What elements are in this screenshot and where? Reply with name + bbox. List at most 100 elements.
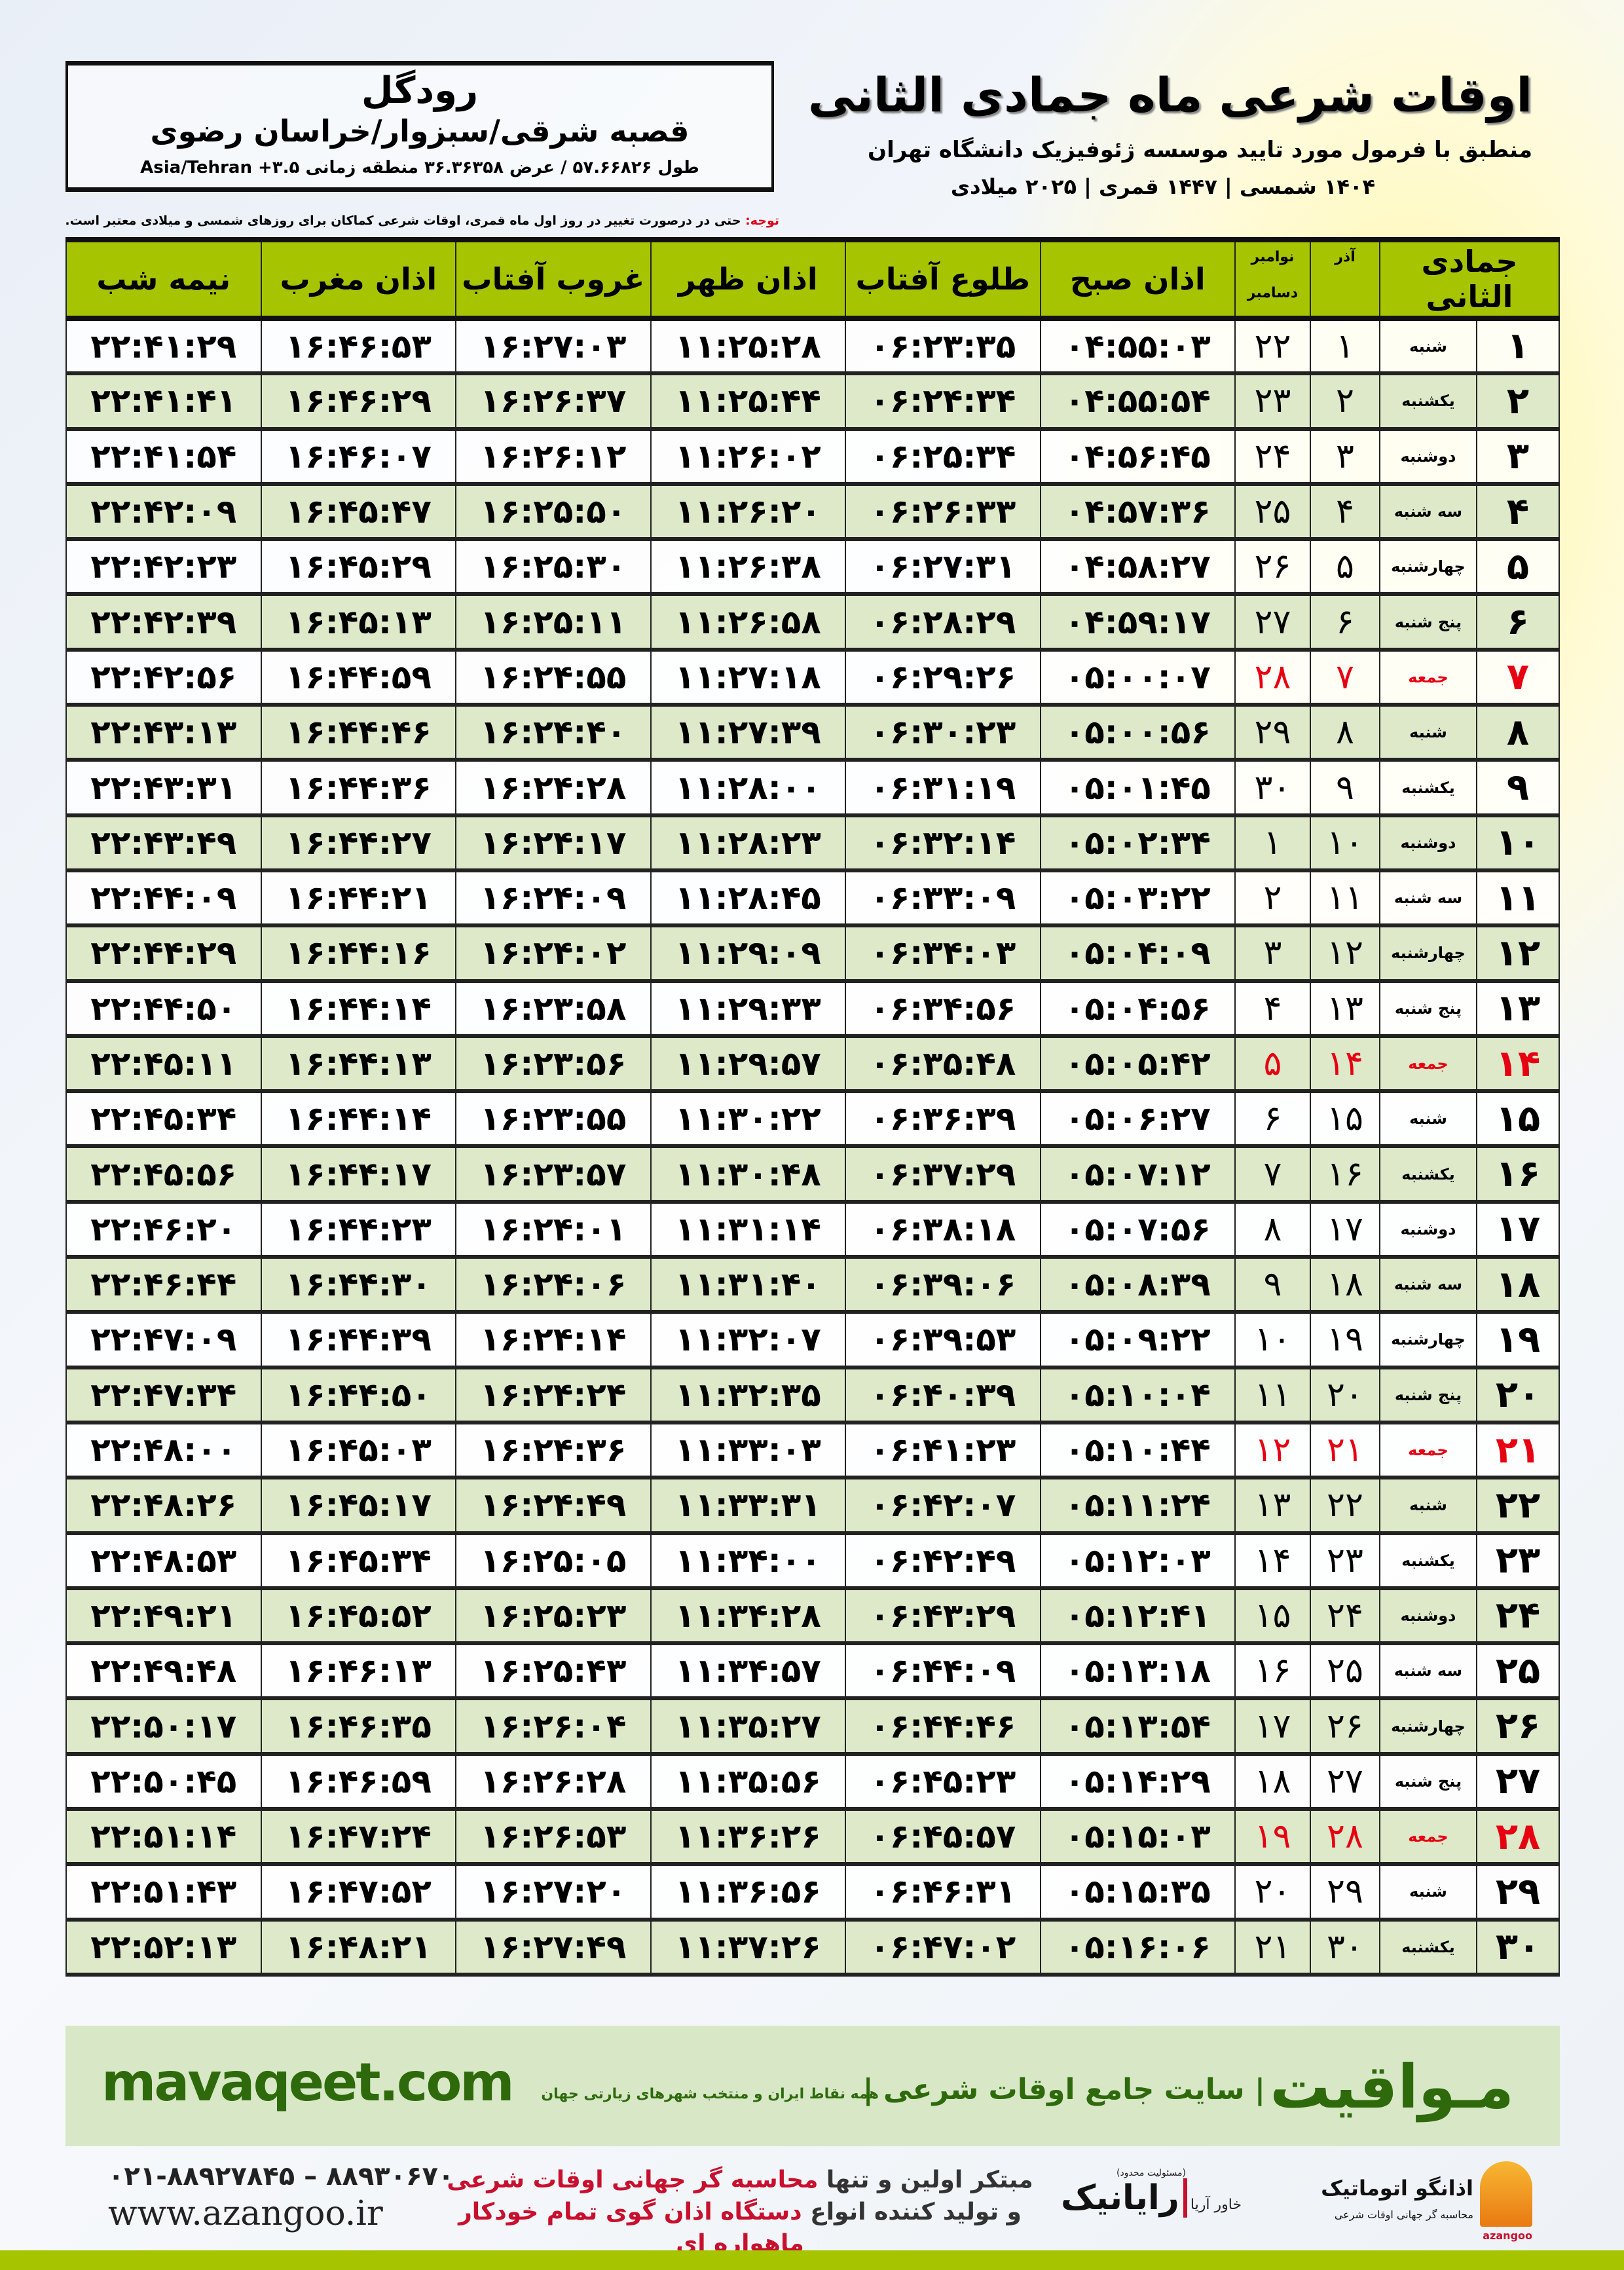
cell-day: ۲۰ — [1476, 1366, 1560, 1424]
cell-greg: ۱۱ — [1234, 1366, 1311, 1424]
cell-sunrise: ۰۶:۲۵:۳۴ — [845, 428, 1041, 486]
cell-weekday: یکشنبه — [1378, 1918, 1478, 1977]
cell-maghrib: ۱۶:۴۵:۰۳ — [260, 1421, 457, 1480]
cell-sunset: ۱۶:۲۴:۱۴ — [455, 1311, 652, 1369]
cell-day: ۶ — [1476, 593, 1560, 652]
cell-maghrib: ۱۶:۴۴:۱۶ — [260, 925, 457, 983]
table-row: ۲۶ چهارشنبه ۲۶ ۱۷ ۰۵:۱۳:۵۴ ۰۶:۴۴:۴۶ ۱۱:۳۵:۲۷ ۱۶… — [65, 1698, 1560, 1756]
table-row: ۱۲ چهارشنبه ۱۲ ۳ ۰۵:۰۴:۰۹ ۰۶:۳۴:۰۳ ۱۱:۲۹:۰۹ ۱۶:… — [65, 925, 1560, 983]
cell-day: ۲۶ — [1476, 1698, 1560, 1756]
table-row: ۹ یکشنبه ۹ ۳۰ ۰۵:۰۱:۴۵ ۰۶:۳۱:۱۹ ۱۱:۲۸:۰۰ ۱۶:۲۴:… — [65, 759, 1560, 817]
table-row: ۲۳ یکشنبه ۲۳ ۱۴ ۰۵:۱۲:۰۳ ۰۶:۴۲:۴۹ ۱۱:۳۴:۰۰ ۱۶:۲… — [65, 1532, 1560, 1590]
bottom-bar — [0, 2250, 1624, 2270]
cell-shamsi: ۱۸ — [1309, 1256, 1380, 1314]
cell-shamsi: ۳ — [1309, 428, 1380, 486]
cell-fajr: ۰۴:۵۵:۰۳ — [1039, 317, 1236, 376]
cell-dhuhr: ۱۱:۲۹:۰۹ — [650, 925, 847, 983]
cell-greg: ۲۵ — [1234, 483, 1311, 542]
cell-day: ۲۵ — [1476, 1643, 1560, 1701]
cell-fajr: ۰۵:۰۲:۳۴ — [1039, 814, 1236, 872]
cell-dhuhr: ۱۱:۳۰:۴۸ — [650, 1145, 847, 1204]
cell-fajr: ۰۵:۱۶:۰۶ — [1039, 1918, 1236, 1977]
header-sunrise: طلوع آفتاب — [845, 237, 1041, 321]
table-row: ۱۷ دوشنبه ۱۷ ۸ ۰۵:۰۷:۵۶ ۰۶:۳۸:۱۸ ۱۱:۳۱:۱۴ ۱۶:۲۴… — [65, 1200, 1560, 1259]
cell-shamsi: ۱۵ — [1309, 1090, 1380, 1149]
cell-sunrise: ۰۶:۳۹:۵۳ — [845, 1311, 1041, 1369]
cell-sunrise: ۰۶:۳۳:۰۹ — [845, 869, 1041, 928]
cell-weekday: پنج شنبه — [1378, 1366, 1478, 1424]
cell-dhuhr: ۱۱:۳۳:۰۳ — [650, 1421, 847, 1480]
cell-midnight: ۲۲:۴۷:۳۴ — [65, 1366, 262, 1424]
mavaqeet-site-link[interactable]: mavaqeet.com — [101, 2052, 515, 2113]
cell-day: ۳۰ — [1476, 1918, 1560, 1977]
cell-day: ۱۸ — [1476, 1256, 1560, 1314]
cell-sunset: ۱۶:۲۷:۲۰ — [455, 1863, 652, 1922]
cell-sunrise: ۰۶:۲۷:۳۱ — [845, 538, 1041, 597]
cell-fajr: ۰۵:۰۷:۵۶ — [1039, 1200, 1236, 1259]
cell-shamsi: ۲۰ — [1309, 1366, 1380, 1424]
cell-day: ۲۸ — [1476, 1808, 1560, 1867]
cell-shamsi: ۲۶ — [1309, 1698, 1380, 1756]
cell-shamsi: ۹ — [1309, 759, 1380, 817]
cell-greg: ۲۳ — [1234, 373, 1311, 431]
promo-text: مبتکر اولین و تنها محاسبه گر جهانی اوقات… — [445, 2165, 1035, 2260]
table-row: ۳ دوشنبه ۳ ۲۴ ۰۴:۵۶:۴۵ ۰۶:۲۵:۳۴ ۱۱:۲۶:۰۲ ۱۶:۲۶:… — [65, 428, 1560, 486]
cell-weekday: دوشنبه — [1378, 1587, 1478, 1646]
table-row: ۸ شنبه ۸ ۲۹ ۰۵:۰۰:۵۶ ۰۶:۳۰:۲۳ ۱۱:۲۷:۳۹ ۱۶:۲۴:۴۰… — [65, 704, 1560, 762]
cell-weekday: پنج شنبه — [1378, 980, 1478, 1038]
table-row: ۲۲ شنبه ۲۲ ۱۳ ۰۵:۱۱:۲۴ ۰۶:۴۲:۰۷ ۱۱:۳۳:۳۱ ۱۶:۲۴:… — [65, 1477, 1560, 1535]
cell-greg: ۷ — [1234, 1145, 1311, 1204]
cell-shamsi: ۱۷ — [1309, 1200, 1380, 1259]
location-city: رودگل — [361, 69, 479, 112]
cell-greg: ۳ — [1234, 925, 1311, 983]
cell-greg: ۲۹ — [1234, 704, 1311, 762]
table-row: ۲۴ دوشنبه ۲۴ ۱۵ ۰۵:۱۲:۴۱ ۰۶:۴۳:۲۹ ۱۱:۳۴:۲۸ ۱۶:۲… — [65, 1587, 1560, 1646]
cell-shamsi: ۱۶ — [1309, 1145, 1380, 1204]
cell-sunrise: ۰۶:۲۶:۳۳ — [845, 483, 1041, 542]
cell-sunrise: ۰۶:۲۸:۲۹ — [845, 593, 1041, 652]
cell-fajr: ۰۵:۱۳:۵۴ — [1039, 1698, 1236, 1756]
cell-day: ۲۷ — [1476, 1753, 1560, 1812]
cell-maghrib: ۱۶:۴۴:۳۹ — [260, 1311, 457, 1369]
mavaqeet-logo: مـواقیت — [1270, 2052, 1514, 2122]
page-header: اوقات شرعی ماه جمادی الثانی منطبق با فرم… — [786, 0, 1532, 216]
cell-sunrise: ۰۶:۴۳:۲۹ — [845, 1587, 1041, 1646]
cell-shamsi: ۲۱ — [1309, 1421, 1380, 1480]
azangoo-site-link[interactable]: www.azangoo.ir — [108, 2194, 383, 2233]
cell-midnight: ۲۲:۴۷:۰۹ — [65, 1311, 262, 1369]
cell-maghrib: ۱۶:۴۶:۰۷ — [260, 428, 457, 486]
cell-midnight: ۲۲:۴۴:۵۰ — [65, 980, 262, 1038]
cell-midnight: ۲۲:۴۵:۵۶ — [65, 1145, 262, 1204]
azangoo-sub: محاسبه گر جهانی اوقات شرعی — [1334, 2208, 1473, 2221]
cell-day: ۱۲ — [1476, 925, 1560, 983]
table-row: ۲۰ پنج شنبه ۲۰ ۱۱ ۰۵:۱۰:۰۴ ۰۶:۴۰:۳۹ ۱۱:۳۲:۳۵ ۱۶… — [65, 1366, 1560, 1424]
cell-greg: ۶ — [1234, 1090, 1311, 1149]
cell-midnight: ۲۲:۴۵:۳۴ — [65, 1090, 262, 1149]
cell-shamsi: ۱۱ — [1309, 869, 1380, 928]
cell-day: ۲ — [1476, 373, 1560, 431]
cell-day: ۱۶ — [1476, 1145, 1560, 1204]
cell-weekday: سه شنبه — [1378, 483, 1478, 542]
cell-maghrib: ۱۶:۴۶:۲۹ — [260, 373, 457, 431]
header-sunset: غروب آفتاب — [455, 237, 652, 321]
cell-dhuhr: ۱۱:۳۰:۲۲ — [650, 1090, 847, 1149]
rayanik-side: خاور آریا — [1190, 2197, 1242, 2213]
mosque-dome-icon — [1480, 2161, 1532, 2227]
cell-day: ۱ — [1476, 317, 1560, 376]
table-row: ۱۰ دوشنبه ۱۰ ۱ ۰۵:۰۲:۳۴ ۰۶:۳۲:۱۴ ۱۱:۲۸:۲۳ ۱۶:۲۴… — [65, 814, 1560, 872]
cell-dhuhr: ۱۱:۳۴:۵۷ — [650, 1643, 847, 1701]
cell-sunset: ۱۶:۲۴:۵۵ — [455, 648, 652, 707]
cell-midnight: ۲۲:۴۲:۰۹ — [65, 483, 262, 542]
cell-sunset: ۱۶:۲۶:۰۴ — [455, 1698, 652, 1756]
cell-weekday: جمعه — [1378, 1421, 1478, 1480]
table-row: ۱۱ سه شنبه ۱۱ ۲ ۰۵:۰۳:۲۲ ۰۶:۳۳:۰۹ ۱۱:۲۸:۴۵ ۱۶:۲… — [65, 869, 1560, 928]
cell-dhuhr: ۱۱:۲۶:۳۸ — [650, 538, 847, 597]
header-greg-bottom: دسامبر — [1247, 285, 1299, 301]
cell-maghrib: ۱۶:۴۶:۵۳ — [260, 317, 457, 376]
cell-sunrise: ۰۶:۴۰:۳۹ — [845, 1366, 1041, 1424]
cell-greg: ۲۷ — [1234, 593, 1311, 652]
cell-dhuhr: ۱۱:۳۵:۲۷ — [650, 1698, 847, 1756]
cell-dhuhr: ۱۱:۲۷:۱۸ — [650, 648, 847, 707]
cell-maghrib: ۱۶:۴۴:۵۹ — [260, 648, 457, 707]
cell-fajr: ۰۵:۰۵:۴۲ — [1039, 1035, 1236, 1094]
